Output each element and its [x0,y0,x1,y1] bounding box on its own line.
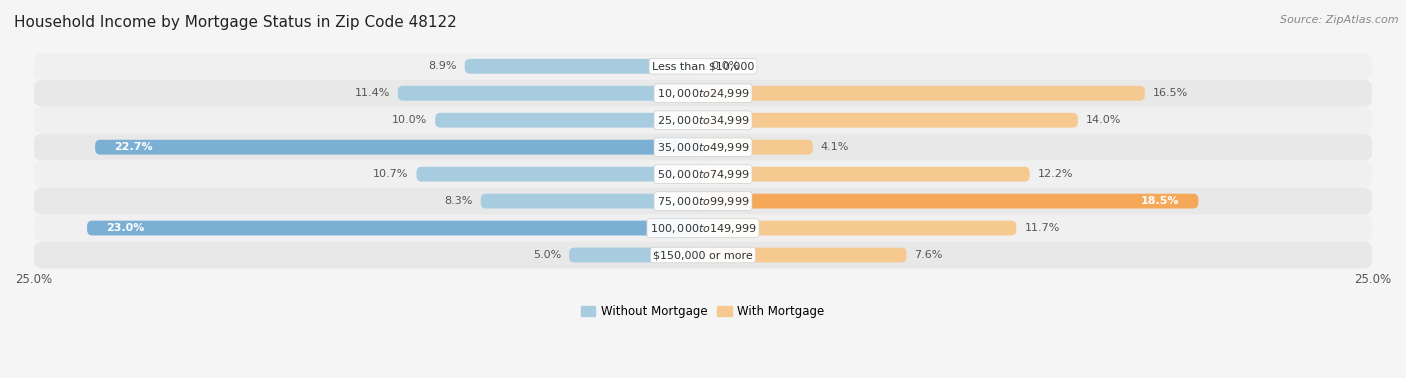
Text: 8.9%: 8.9% [429,61,457,71]
Text: Household Income by Mortgage Status in Zip Code 48122: Household Income by Mortgage Status in Z… [14,15,457,30]
FancyBboxPatch shape [87,221,703,235]
FancyBboxPatch shape [569,248,703,262]
Text: 10.0%: 10.0% [392,115,427,125]
Text: Less than $10,000: Less than $10,000 [652,61,754,71]
Text: 0.0%: 0.0% [711,61,740,71]
Text: $50,000 to $74,999: $50,000 to $74,999 [657,167,749,181]
FancyBboxPatch shape [464,59,703,74]
Text: $100,000 to $149,999: $100,000 to $149,999 [650,222,756,235]
FancyBboxPatch shape [398,86,703,101]
Text: 12.2%: 12.2% [1038,169,1073,179]
Text: $10,000 to $24,999: $10,000 to $24,999 [657,87,749,100]
Text: $35,000 to $49,999: $35,000 to $49,999 [657,141,749,154]
Legend: Without Mortgage, With Mortgage: Without Mortgage, With Mortgage [576,301,830,323]
Text: 7.6%: 7.6% [914,250,943,260]
Text: $75,000 to $99,999: $75,000 to $99,999 [657,195,749,208]
FancyBboxPatch shape [703,167,1029,181]
Text: 16.5%: 16.5% [1153,88,1188,98]
FancyBboxPatch shape [481,194,703,209]
FancyBboxPatch shape [703,140,813,155]
FancyBboxPatch shape [34,134,1372,161]
Text: 14.0%: 14.0% [1085,115,1122,125]
Text: Source: ZipAtlas.com: Source: ZipAtlas.com [1281,15,1399,25]
Text: 11.7%: 11.7% [1025,223,1060,233]
FancyBboxPatch shape [703,86,1144,101]
FancyBboxPatch shape [34,107,1372,134]
FancyBboxPatch shape [416,167,703,181]
FancyBboxPatch shape [703,248,907,262]
Text: 18.5%: 18.5% [1142,196,1180,206]
FancyBboxPatch shape [34,53,1372,80]
FancyBboxPatch shape [34,161,1372,187]
FancyBboxPatch shape [34,80,1372,107]
Text: 23.0%: 23.0% [105,223,145,233]
Text: 5.0%: 5.0% [533,250,561,260]
Text: 22.7%: 22.7% [114,142,152,152]
Text: 4.1%: 4.1% [821,142,849,152]
FancyBboxPatch shape [436,113,703,128]
FancyBboxPatch shape [703,221,1017,235]
Text: 10.7%: 10.7% [373,169,409,179]
FancyBboxPatch shape [34,187,1372,215]
Text: 8.3%: 8.3% [444,196,472,206]
FancyBboxPatch shape [703,113,1078,128]
FancyBboxPatch shape [703,194,1198,209]
FancyBboxPatch shape [34,215,1372,242]
FancyBboxPatch shape [96,140,703,155]
Text: 11.4%: 11.4% [354,88,389,98]
Text: $25,000 to $34,999: $25,000 to $34,999 [657,114,749,127]
FancyBboxPatch shape [34,242,1372,268]
Text: $150,000 or more: $150,000 or more [654,250,752,260]
